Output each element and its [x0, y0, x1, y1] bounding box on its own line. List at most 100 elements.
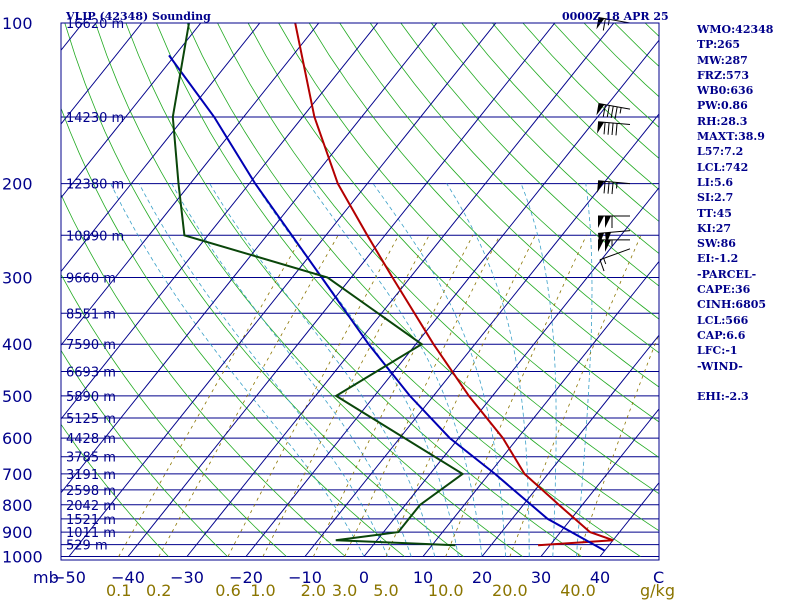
moist-adiabat	[446, 183, 530, 557]
isotherm	[61, 23, 143, 125]
dry-adiabat	[247, 23, 659, 458]
barb-feather	[614, 106, 618, 119]
barb-feather	[607, 122, 610, 135]
wind-barb	[598, 215, 630, 228]
index-entry	[697, 374, 773, 389]
index-entry: RH:28.3	[697, 114, 748, 128]
index-entry: LFC:-1	[697, 344, 738, 358]
dry-adiabat	[64, 23, 464, 557]
barb-staff	[598, 121, 631, 126]
isotherm	[304, 113, 659, 557]
dry-adiabat	[369, 23, 659, 320]
moist-adiabat	[254, 183, 459, 557]
barb-feather	[615, 123, 618, 136]
wind-barb	[596, 103, 631, 119]
barb-flag	[597, 180, 605, 193]
isotherm	[61, 23, 202, 199]
index-entry: TP:265	[697, 38, 741, 52]
pressure-tick-label: 900	[2, 523, 33, 542]
height-label: 7590 m	[66, 338, 116, 353]
mixing-ratio-tick-label: 40.0	[560, 581, 596, 600]
isotherm	[61, 23, 438, 494]
dry-adiabat	[61, 107, 405, 557]
index-entry: LCL:742	[697, 160, 749, 174]
barb-half-feather	[616, 182, 618, 189]
barb-flag	[605, 239, 611, 252]
height-label: 3785 m	[66, 451, 116, 466]
mixing-ratio-unit-label: g/kg	[640, 581, 675, 600]
index-entry: LI:5.6	[697, 175, 734, 189]
dry-adiabat	[61, 273, 287, 557]
barb-feather	[603, 181, 606, 194]
dry-adiabat	[61, 423, 169, 557]
barb-staff	[598, 180, 631, 185]
height-labels: 16620 m 14230 m 12380 m 10890 m 9660 m 8551 m…	[66, 17, 124, 554]
pressure-tick-label: 500	[2, 387, 33, 406]
barb-feather	[606, 105, 610, 118]
mixing-ratio-tick-label: 20.0	[492, 581, 528, 600]
isotherm	[481, 334, 659, 557]
temperature-tick-label: −20	[229, 568, 263, 587]
barb-flag	[597, 121, 605, 134]
barb-feather	[602, 18, 606, 31]
wind-barb	[599, 248, 631, 272]
index-entry: PW:0.86	[697, 99, 748, 113]
index-entry: EHI:-2.3	[697, 390, 749, 404]
isotherm	[68, 23, 497, 557]
sounding-curves	[168, 23, 614, 552]
moist-adiabat	[138, 183, 388, 557]
barb-feather	[602, 104, 606, 117]
height-label: 2598 m	[66, 484, 116, 499]
index-entry: SW:86	[697, 237, 736, 251]
barb-half-feather	[607, 19, 610, 26]
dry-adiabat	[217, 23, 659, 495]
temperature-tick-label: 10	[413, 568, 433, 587]
moist-adiabat	[576, 183, 593, 557]
wind-barbs	[596, 16, 631, 272]
dewpoint-curve	[171, 23, 465, 547]
temperature-tick-label: −40	[111, 568, 145, 587]
mixing-ratio-line	[262, 235, 430, 557]
temperature-tick-label: −50	[52, 568, 86, 587]
dry-adiabat	[339, 23, 659, 354]
wind-barb	[597, 180, 631, 195]
mixing-ratio-tick-label: 0.6	[215, 581, 240, 600]
moist-adiabat	[171, 183, 412, 557]
barb-flag	[598, 239, 604, 252]
dry-adiabat	[95, 23, 523, 557]
index-entry: KI:27	[697, 221, 732, 235]
mixing-ratio-line	[118, 235, 304, 557]
mixing-ratio-tick-label: 2.0	[301, 581, 326, 600]
wind-barb	[597, 121, 631, 136]
barb-staff	[598, 230, 631, 234]
moist-adiabat	[209, 183, 436, 557]
barb-half-feather	[619, 107, 622, 114]
index-entry: CINH:6805	[697, 298, 767, 312]
height-label: 6693 m	[66, 365, 116, 380]
moist-adiabat	[110, 183, 365, 557]
height-label: 8551 m	[66, 307, 116, 322]
mixing-ratio-tick-label: 1.0	[250, 581, 275, 600]
index-entry: WB0:636	[697, 84, 754, 98]
height-label: 4428 m	[66, 432, 116, 447]
isotherm	[61, 23, 379, 420]
height-label: 10890 m	[66, 229, 124, 244]
mixing-ratio-line	[385, 235, 536, 557]
mixing-ratio-tick-label: 5.0	[373, 581, 398, 600]
height-label: 3191 m	[66, 468, 116, 483]
index-entry: -WIND-	[697, 359, 743, 373]
index-entry: MW:287	[697, 53, 748, 67]
wind-barb	[598, 239, 630, 252]
isotherm	[61, 23, 261, 273]
isotherm	[363, 186, 659, 557]
mixing-ratio-tick-label: 0.1	[106, 581, 131, 600]
index-entry: SI:2.7	[697, 191, 734, 205]
height-label: 16620 m	[66, 17, 124, 32]
dry-adiabat	[61, 193, 346, 557]
index-entry: L57:7.2	[697, 145, 744, 159]
barb-feather	[611, 123, 614, 136]
barb-feather	[607, 181, 610, 194]
index-entry: FRZ:573	[697, 68, 750, 82]
